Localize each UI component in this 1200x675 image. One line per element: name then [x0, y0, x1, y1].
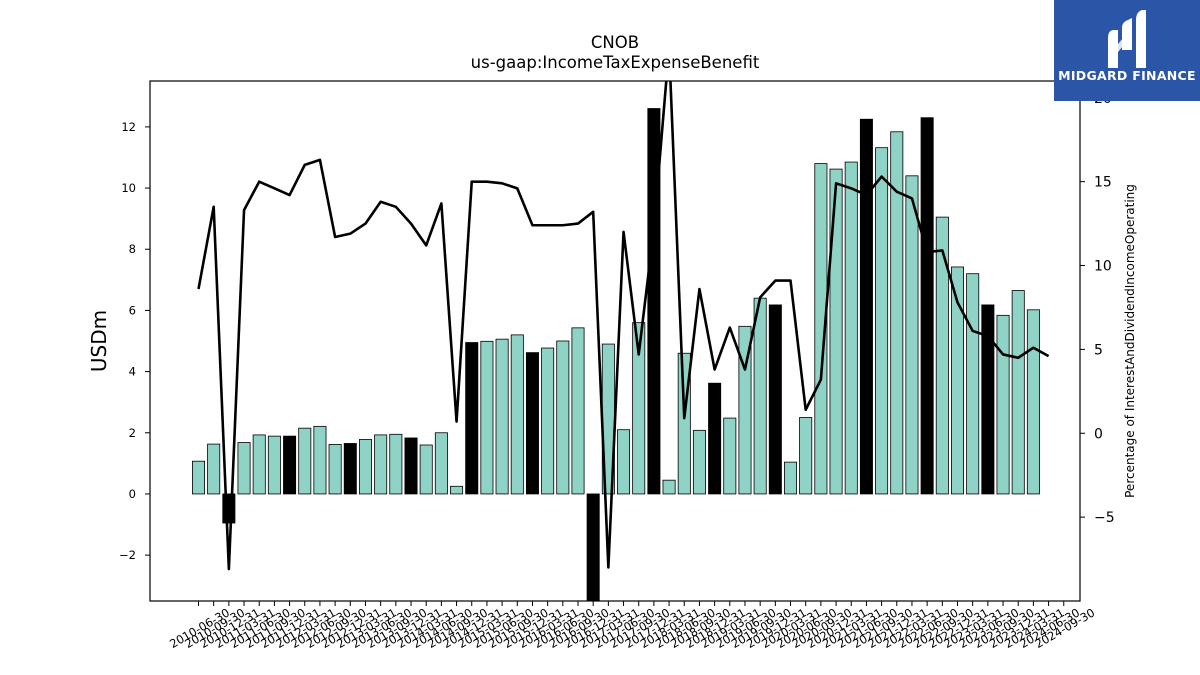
bar [844, 161, 858, 495]
logo-text: MIDGARD FINANCE [1058, 68, 1196, 83]
y-tick-label-left: 6 [129, 303, 136, 317]
bar [814, 163, 828, 495]
y-tick-label-left: 4 [129, 365, 136, 379]
bar [723, 417, 737, 495]
bar [450, 485, 464, 495]
bar [283, 435, 297, 495]
bar [966, 273, 980, 495]
bar [829, 168, 843, 495]
bar [890, 131, 904, 495]
bar [753, 297, 767, 495]
bar [313, 425, 327, 495]
bar [389, 433, 403, 495]
bar [358, 439, 372, 495]
y-tick-label-right: 5 [1094, 342, 1103, 358]
bar [419, 444, 433, 495]
bar [191, 460, 205, 495]
y-axis-label-right: Percentage of InterestAndDividendIncomeO… [1123, 184, 1137, 498]
bar [267, 435, 281, 495]
bar [252, 434, 266, 495]
bar [556, 340, 570, 495]
y-tick-label-left: 10 [121, 181, 136, 195]
bar [404, 437, 418, 495]
bar [495, 338, 509, 495]
bar [586, 493, 600, 602]
bar [541, 347, 555, 495]
bar [784, 461, 798, 495]
bar [434, 432, 448, 495]
y-tick-label-left: 8 [129, 242, 136, 256]
midgard-finance-logo: MIDGARD FINANCE [1054, 0, 1200, 101]
chart-subtitle: us-gaap:IncomeTaxExpenseBenefit [470, 53, 760, 72]
bar [374, 434, 388, 495]
bar [708, 382, 722, 495]
bar [510, 334, 524, 495]
y-axis-label-left: USDm [87, 310, 111, 372]
bars-layer [191, 108, 1040, 602]
bar [571, 327, 585, 495]
bar [465, 342, 479, 495]
bar [768, 304, 782, 495]
bar [632, 322, 646, 495]
y-tick-label-right: 15 [1094, 175, 1112, 191]
bar [905, 175, 919, 495]
logo-mark-icon [1108, 10, 1146, 68]
bar [328, 443, 342, 495]
chart-title: CNOB [590, 33, 640, 52]
bar [920, 117, 934, 495]
y-tick-label-left: 0 [129, 487, 136, 501]
bar [480, 340, 494, 495]
y-tick-label-left: −2 [119, 548, 136, 562]
bar [996, 314, 1010, 495]
bar [981, 304, 995, 495]
bar [951, 266, 965, 495]
bar [799, 417, 813, 495]
bar [617, 429, 631, 495]
bar [935, 216, 949, 495]
y-tick-label-right: 0 [1094, 426, 1103, 442]
y-tick-label-right: 10 [1094, 259, 1112, 275]
bar [1011, 290, 1025, 495]
y-tick-label-left: 2 [129, 426, 136, 440]
bar [1026, 309, 1040, 495]
plot-frame [149, 80, 1081, 602]
bar [662, 479, 676, 495]
bar [237, 442, 251, 495]
y-tick-label-left: 12 [121, 120, 136, 134]
bar [692, 429, 706, 495]
bar [343, 443, 357, 495]
left-axis: −2 0 2 4 6 8 10 12 [119, 120, 150, 562]
y-tick-label-right: −5 [1094, 510, 1115, 526]
series-line [197, 81, 1050, 571]
x-axis: 2010-06-302010-09-302010-12-312011-03-31… [167, 601, 1097, 651]
bar [738, 325, 752, 495]
bar [859, 118, 873, 495]
bar [298, 427, 312, 495]
bar [207, 443, 221, 495]
bar [525, 352, 539, 495]
line-layer [197, 81, 1050, 571]
bar [875, 147, 889, 495]
